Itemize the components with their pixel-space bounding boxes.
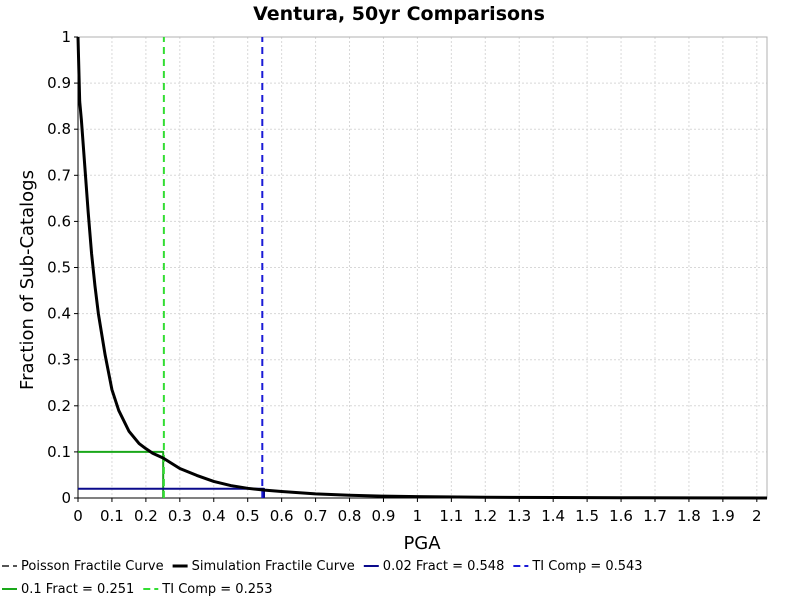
series-layer: [76, 36, 768, 500]
y-tick-label: 0.8: [47, 120, 71, 138]
legend-item-3: TI Comp = 0.543: [513, 559, 643, 574]
legend-label: TI Comp = 0.543: [531, 559, 642, 574]
x-axis: 0 0.1 0.2 0.3 0.4 0.5 0.6 0.7 0.8 0.9 1 1.1 1.2 1.3 1.…: [73, 497, 767, 525]
x-tick-label: 0: [73, 507, 83, 525]
y-tick-label: 0.2: [47, 397, 71, 415]
x-tick-label: 0.2: [134, 507, 158, 525]
y-tick-label: 0.3: [47, 351, 71, 369]
x-tick-label: 1.1: [439, 507, 463, 525]
y-tick-label: 0.6: [47, 212, 71, 230]
series-line-2: [78, 487, 265, 498]
y-axis: 0 0.1 0.2 0.3 0.4 0.5 0.6 0.7 0.8 0.9 1: [47, 28, 79, 507]
legend-item-4: 0.1 Fract = 0.251: [2, 582, 134, 597]
legend: Poisson Fractile Curve Simulation Fractil…: [2, 559, 643, 597]
legend-item-0: Poisson Fractile Curve: [2, 559, 164, 574]
legend-label: Poisson Fractile Curve: [21, 559, 164, 574]
x-tick-label: 1.7: [643, 507, 667, 525]
x-tick-label: 0.6: [270, 507, 294, 525]
y-tick-label: 0.5: [47, 259, 71, 277]
series-line-4: [78, 450, 165, 498]
legend-item-2: 0.02 Fract = 0.548: [363, 559, 505, 574]
x-tick-label: 1.9: [711, 507, 735, 525]
x-tick-label: 1.2: [473, 507, 497, 525]
legend-label: Simulation Fractile Curve: [192, 559, 355, 574]
grid: [78, 36, 767, 498]
y-tick-label: 0.7: [47, 166, 71, 184]
y-tick-label: 0.9: [47, 74, 71, 92]
series-line-1: [76, 36, 768, 500]
y-tick-label: 0.1: [47, 443, 71, 461]
x-tick-label: 0.9: [372, 507, 396, 525]
x-axis-label: PGA: [403, 533, 441, 554]
x-tick-label: 1.4: [541, 507, 565, 525]
legend-label: 0.02 Fract = 0.548: [383, 559, 505, 574]
x-tick-label: 0.8: [338, 507, 362, 525]
x-tick-label: 1: [413, 507, 423, 525]
y-tick-label: 0: [61, 489, 71, 507]
x-tick-label: 2: [752, 507, 762, 525]
x-tick-label: 0.4: [202, 507, 226, 525]
x-tick-label: 1.6: [609, 507, 633, 525]
x-tick-label: 1.8: [677, 507, 701, 525]
legend-item-5: TI Comp = 0.253: [143, 582, 273, 597]
legend-label: TI Comp = 0.253: [161, 582, 272, 597]
chart-title: Ventura, 50yr Comparisons: [253, 3, 545, 25]
x-tick-label: 0.5: [236, 507, 260, 525]
legend-label: 0.1 Fract = 0.251: [21, 582, 134, 597]
x-tick-label: 0.1: [100, 507, 124, 525]
y-tick-label: 1: [61, 28, 71, 46]
y-axis-label: Fraction of Sub-Catalogs: [17, 170, 38, 390]
x-tick-label: 0.3: [168, 507, 192, 525]
x-tick-label: 1.5: [575, 507, 599, 525]
x-tick-label: 0.7: [304, 507, 328, 525]
y-tick-label: 0.4: [47, 305, 71, 323]
x-tick-label: 1.3: [507, 507, 531, 525]
legend-item-1: Simulation Fractile Curve: [172, 559, 355, 574]
